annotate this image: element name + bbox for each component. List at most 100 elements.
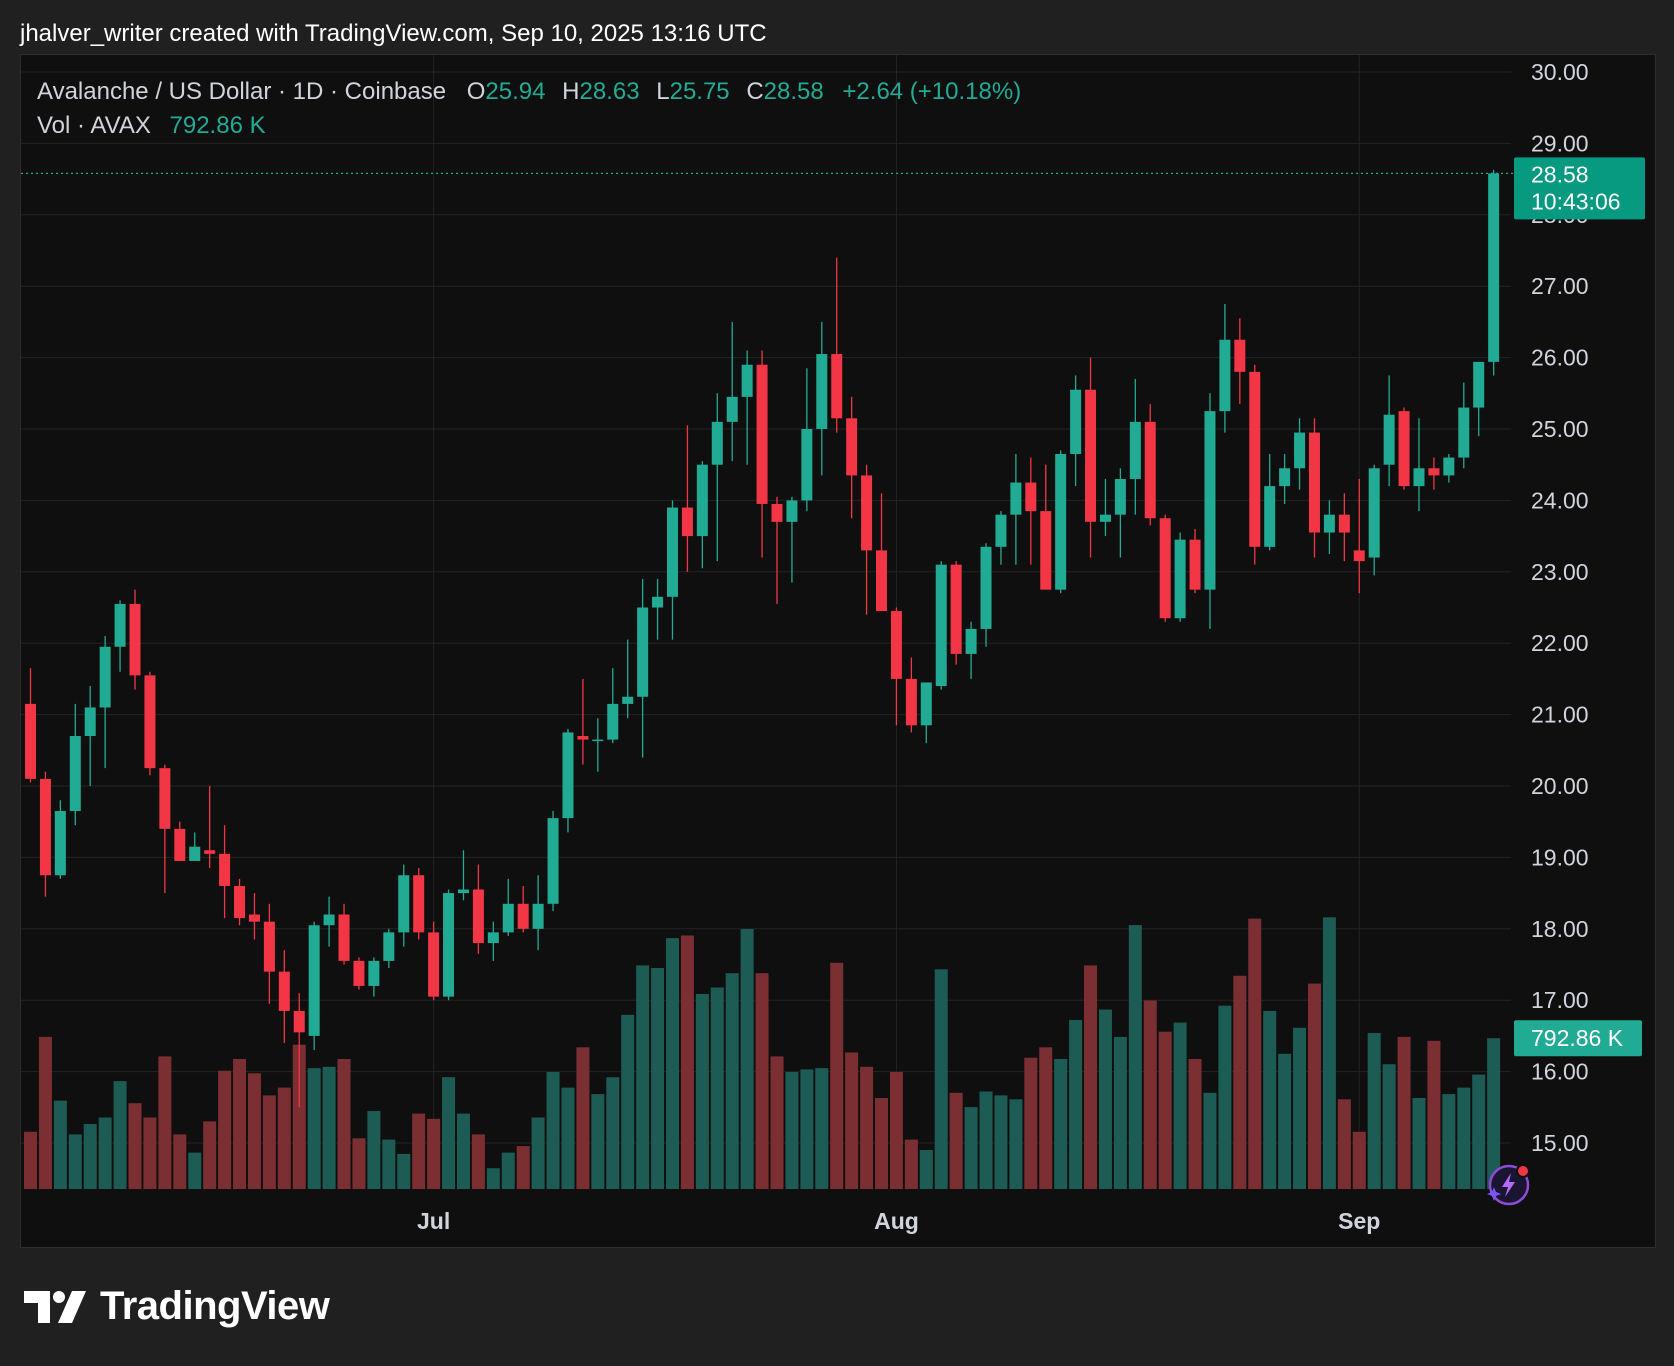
symbol-label: Avalanche / US Dollar · 1D · Coinbase <box>37 78 447 105</box>
volume-bar <box>1337 1099 1351 1189</box>
volume-bar <box>367 1111 381 1189</box>
volume-bar <box>486 1168 500 1189</box>
tradingview-logo-icon <box>24 1290 86 1323</box>
candle-body <box>413 875 425 933</box>
volume-bar <box>382 1139 396 1189</box>
candle-body <box>741 364 753 397</box>
volume-bar <box>442 1077 456 1189</box>
candle-body <box>1040 511 1052 590</box>
volume-bar <box>1009 1099 1023 1189</box>
x-tick-label: Jul <box>417 1208 450 1234</box>
chart-caption: jhalver_writer created with TradingView.… <box>20 20 767 47</box>
volume-bar <box>1442 1094 1456 1189</box>
volume-bar <box>1397 1036 1411 1189</box>
candle-body <box>861 475 873 551</box>
volume-bar <box>277 1087 291 1189</box>
candle-body <box>1085 389 1097 522</box>
candle-body <box>1458 407 1470 458</box>
candle-body <box>562 732 574 819</box>
candle-body <box>1294 432 1306 469</box>
candle-body <box>174 828 186 861</box>
volume-bar <box>83 1124 97 1189</box>
volume-bar <box>352 1138 366 1189</box>
candle-body <box>293 1010 305 1033</box>
candle-body <box>1099 514 1111 522</box>
volume-bar <box>188 1152 202 1189</box>
volume-bar <box>1233 975 1247 1189</box>
close-value: 28.58 <box>763 78 824 105</box>
candle-body <box>443 893 455 997</box>
candle-body <box>965 628 977 654</box>
candle-body <box>950 564 962 654</box>
candle-body <box>876 550 888 612</box>
volume-bar <box>456 1113 470 1189</box>
volume-bar <box>845 1052 859 1189</box>
volume-tag-text: 792.86 K <box>1531 1025 1624 1051</box>
candle-body <box>577 736 589 740</box>
volume-bar <box>904 1139 918 1189</box>
ai-assistant-icon[interactable] <box>1487 1164 1530 1206</box>
volume-bar <box>576 1047 590 1189</box>
candle-body <box>1070 389 1082 454</box>
volume-bar <box>1382 1064 1396 1189</box>
volume-bar <box>591 1094 605 1189</box>
volume-bar <box>1188 1059 1202 1189</box>
chart-legend: Avalanche / US Dollar · 1D · Coinbase O2… <box>37 75 1021 143</box>
volume-bar <box>1367 1033 1381 1189</box>
volume-bar <box>1203 1092 1217 1189</box>
candle-body <box>532 903 544 929</box>
candle-body <box>204 850 216 854</box>
candle-body <box>219 853 231 886</box>
candle-body <box>1144 421 1156 519</box>
last-price-text: 28.58 <box>1531 161 1589 187</box>
candle-body <box>263 921 275 972</box>
change-value: +2.64 (+10.18%) <box>842 78 1022 105</box>
candle-body <box>547 818 559 904</box>
volume-label: Vol · AVAX <box>37 112 151 139</box>
candle-body <box>308 925 320 1036</box>
y-tick-label: 22.00 <box>1531 630 1589 656</box>
volume-bar <box>606 1077 620 1189</box>
candle-body <box>1189 539 1201 590</box>
candle-body <box>1308 432 1320 533</box>
volume-bar <box>770 1056 784 1189</box>
chart-frame[interactable]: 15.00 16.00 17.00 18.00 19.00 20.00 21.00 22.00… <box>20 54 1656 1248</box>
candle-body <box>756 364 768 504</box>
volume-bar <box>665 938 679 1189</box>
candle-body <box>1249 371 1261 547</box>
y-tick-label: 24.00 <box>1531 487 1589 513</box>
open-value: 25.94 <box>485 78 546 105</box>
volume-bar <box>1427 1040 1441 1189</box>
candle-body <box>428 932 440 997</box>
candle-body <box>607 703 619 740</box>
volume-bar <box>1307 983 1321 1189</box>
candle-body <box>1428 468 1440 476</box>
volume-bar <box>979 1091 993 1189</box>
candle-body <box>502 903 514 933</box>
volume-bar <box>337 1059 351 1189</box>
volume-bar <box>860 1066 874 1189</box>
candle-body <box>1398 411 1410 487</box>
low-label: L <box>656 78 670 105</box>
candle-body <box>1234 339 1246 372</box>
candle-body <box>39 778 51 876</box>
close-label: C <box>746 78 764 105</box>
volume-bar <box>1113 1036 1127 1189</box>
candle-body <box>1488 173 1500 362</box>
candle-body <box>398 875 410 933</box>
volume-bar <box>292 1044 306 1189</box>
candle-body <box>1055 453 1067 590</box>
volume-bar <box>1098 1009 1112 1189</box>
candle-body <box>1383 414 1395 465</box>
candle-body <box>711 421 723 465</box>
volume-bar <box>695 994 709 1189</box>
candle-body <box>1338 514 1350 533</box>
volume-bar <box>1128 925 1142 1189</box>
candle-body <box>472 889 484 944</box>
volume-bar <box>546 1072 560 1189</box>
y-tick-label: 20.00 <box>1531 773 1589 799</box>
volume-bar <box>24 1131 37 1189</box>
volume-bar <box>307 1068 321 1189</box>
price-chart[interactable]: 15.00 16.00 17.00 18.00 19.00 20.00 21.00 22.00… <box>21 55 1655 1247</box>
volume-bar <box>755 973 769 1189</box>
